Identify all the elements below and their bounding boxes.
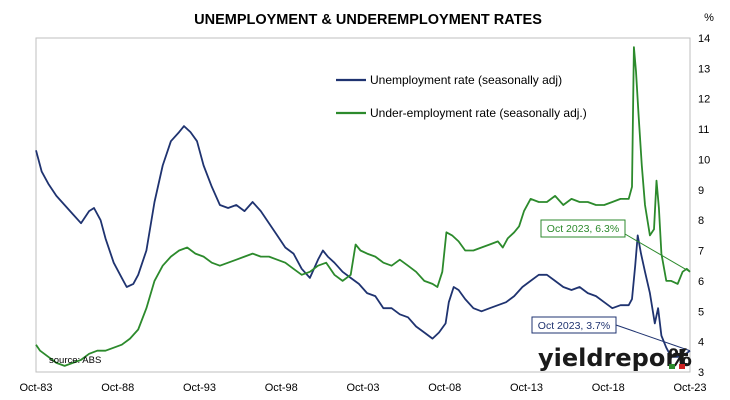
x-axis: Oct-83 Oct-88 Oct-93 Oct-98 Oct-03 Oct-08 Oct-…	[19, 382, 706, 394]
y-tick-label: 12	[698, 94, 710, 106]
series-line-underemployment	[35, 46, 691, 367]
annotation-underemployment: Oct 2023, 6.3%	[547, 223, 619, 235]
logo-green-dot	[669, 364, 675, 369]
annotation-unemployment: Oct 2023, 3.7%	[538, 320, 610, 332]
y-tick-label: 14	[698, 33, 710, 45]
y-tick-label: 13	[698, 63, 710, 75]
x-tick-label: Oct-18	[592, 382, 625, 394]
x-tick-label: Oct-88	[101, 382, 134, 394]
x-tick-label: Oct-13	[510, 382, 543, 394]
legend-label-underemployment: Under-employment rate (seasonally adj.)	[370, 106, 587, 120]
y-tick-label: 4	[698, 337, 704, 349]
y-tick-label: 3	[698, 367, 704, 379]
y-tick-label: 8	[698, 215, 704, 227]
x-tick-label: Oct-93	[183, 382, 216, 394]
logo-wordmark: yieldreport	[538, 344, 689, 372]
y-tick-label: 11	[698, 124, 709, 136]
series-lines	[35, 46, 691, 367]
y-tick-label: 7	[698, 246, 704, 258]
y-tick-label: 9	[698, 185, 704, 197]
x-tick-label: Oct-23	[673, 382, 706, 394]
series-line-unemployment	[35, 125, 691, 358]
y-tick-label: 10	[698, 154, 710, 166]
y-tick-label: 6	[698, 276, 704, 288]
x-tick-label: Oct-03	[346, 382, 379, 394]
annotation-box-underemployment	[540, 219, 626, 238]
y-tick-label: 5	[698, 306, 704, 318]
plot-area	[35, 37, 691, 373]
annotation-leader-underemployment	[624, 233, 691, 273]
legend: Unemployment rate (seasonally adj) Under…	[336, 73, 587, 120]
annotation-leader-unemployment	[615, 324, 691, 352]
y-axis-unit-label: %	[704, 12, 714, 24]
x-tick-label: Oct-98	[265, 382, 298, 394]
logo-red-dot	[679, 364, 685, 369]
x-tick-label: Oct-08	[428, 382, 461, 394]
legend-label-unemployment: Unemployment rate (seasonally adj)	[370, 73, 562, 87]
yieldreport-logo: yieldreport %	[538, 344, 692, 372]
source-note: source: ABS	[49, 355, 101, 366]
x-tick-label: Oct-83	[19, 382, 52, 394]
chart-title: UNEMPLOYMENT & UNDEREMPLOYMENT RATES	[194, 12, 542, 28]
annotations: Oct 2023, 6.3% Oct 2023, 3.7%	[531, 219, 691, 352]
annotation-box-unemployment	[531, 316, 617, 334]
y-axis: 3 4 5 6 7 8 9 10 11 12 13 14	[698, 33, 710, 379]
